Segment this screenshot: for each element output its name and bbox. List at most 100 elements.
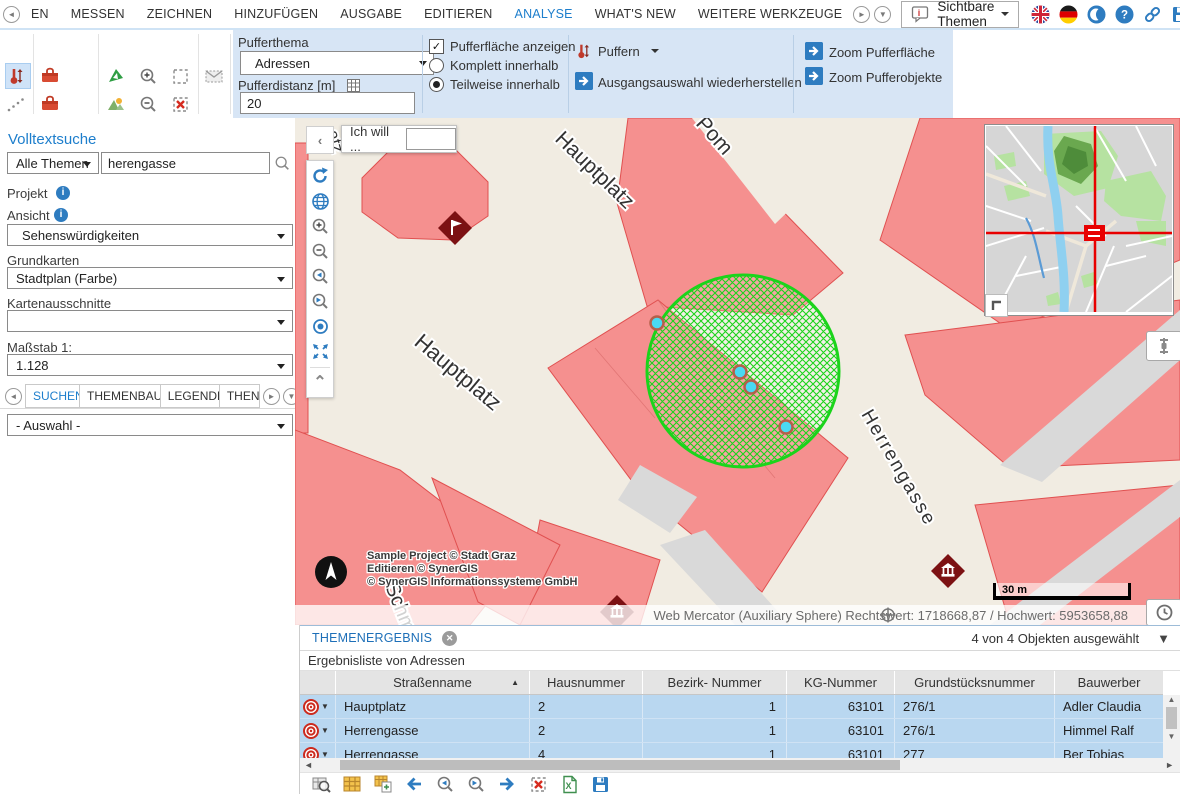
tab-themenergebnis-clipped[interactable]: THEN [219, 384, 260, 408]
ich-will-widget[interactable]: Ich will ... [341, 124, 457, 154]
ansicht-info-icon[interactable]: i [54, 208, 68, 222]
zoom-out-icon[interactable] [309, 240, 331, 262]
tab-themenbaum[interactable]: THEMENBAUM [80, 384, 161, 408]
previous-record-icon[interactable] [403, 774, 425, 794]
zoom-buffer-area-icon[interactable] [805, 42, 823, 60]
pufferflaeche-checkbox[interactable]: ✓ [429, 39, 444, 54]
pufferthema-select[interactable]: Adressen [240, 51, 434, 75]
scroll-down-icon[interactable]: ▼ [1167, 732, 1176, 741]
extent-rectangle[interactable] [1084, 225, 1105, 241]
massstab-select[interactable]: 1.128 [7, 354, 293, 376]
language-german-icon[interactable] [1059, 5, 1078, 24]
area-select-icon[interactable] [104, 64, 128, 88]
zoom-next-record-icon[interactable] [465, 774, 487, 794]
menu-item-whats-new[interactable]: WHAT'S NEW [594, 7, 676, 21]
next-record-icon[interactable] [496, 774, 518, 794]
menu-item-messen[interactable]: MESSEN [70, 7, 125, 21]
poi-tool-icon[interactable] [104, 92, 128, 116]
zoom-previous-record-icon[interactable] [434, 774, 456, 794]
tabs-scroll-right-icon[interactable]: ► [263, 387, 280, 405]
menu-item-ausgabe[interactable]: AUSGABE [340, 7, 403, 21]
send-selection-icon[interactable] [202, 64, 226, 88]
history-clock-icon[interactable] [1146, 599, 1180, 625]
map-canvas[interactable]: Hauptplatz Pom Hauptplatz Herrengasse Sc… [295, 118, 1180, 625]
search-icon[interactable] [274, 155, 291, 177]
export-excel-icon[interactable]: X [558, 774, 580, 794]
collapse-sidebar-icon[interactable]: ‹ [306, 126, 334, 154]
tab-legende[interactable]: LEGENDE [160, 384, 220, 408]
previous-extent-icon[interactable] [309, 265, 331, 287]
pufferdistanz-input[interactable] [240, 92, 415, 114]
volltextsuche-title[interactable]: Volltextsuche [8, 131, 97, 148]
menu-item-analyse[interactable]: ANALYSE [503, 7, 584, 23]
menu-item-hinzufuegen[interactable]: HINZUFÜGEN [234, 7, 319, 21]
distance-table-icon[interactable] [347, 79, 360, 95]
header-bezirk-nummer[interactable]: Bezirk- Nummer [643, 671, 787, 694]
row-menu-chevron-icon[interactable]: ▼ [321, 702, 329, 711]
menu-scroll-left-icon[interactable]: ◄ [3, 5, 20, 23]
show-table-icon[interactable] [341, 774, 363, 794]
help-icon[interactable]: ? [1115, 5, 1134, 24]
header-kg-nummer[interactable]: KG-Nummer [787, 671, 895, 694]
flag-marker-icon[interactable] [438, 211, 472, 245]
scroll-thumb[interactable] [340, 760, 900, 770]
toolbox2-icon[interactable] [38, 92, 62, 116]
header-grundstuecksnummer[interactable]: Grundstücksnummer [895, 671, 1055, 694]
row-menu-chevron-icon[interactable]: ▼ [321, 750, 329, 758]
zoom-buffer-area-button[interactable]: Zoom Pufferfläche [829, 45, 935, 60]
table-vertical-scrollbar[interactable]: ▲ ▼ [1163, 695, 1180, 758]
menu-item-en[interactable]: EN [31, 7, 49, 21]
save-results-icon[interactable] [589, 774, 611, 794]
fulltext-search-input[interactable] [101, 152, 270, 174]
clear-selection-icon[interactable] [168, 92, 192, 116]
zoom-to-record-icon[interactable] [303, 698, 319, 715]
restore-selection-icon[interactable] [575, 72, 593, 90]
globe-extent-icon[interactable] [309, 190, 331, 212]
menu-item-zeichnen[interactable]: ZEICHNEN [146, 7, 213, 21]
coordinate-crosshair-icon[interactable] [880, 607, 896, 625]
toolbox-icon[interactable] [38, 64, 62, 88]
komplett-radio[interactable] [429, 58, 444, 73]
scroll-thumb[interactable] [1166, 707, 1177, 729]
tab-suchen[interactable]: SUCHEN [25, 384, 80, 408]
teilweise-radio[interactable] [429, 77, 444, 92]
header-strassenname[interactable]: Straßenname ▲ [336, 671, 530, 694]
grundkarten-select[interactable]: Stadtplan (Farbe) [7, 267, 293, 289]
scroll-up-icon[interactable]: ▲ [1167, 695, 1176, 704]
zoom-in-tool-icon[interactable] [136, 64, 160, 88]
select-rectangle-icon[interactable] [168, 64, 192, 88]
table-copy-icon[interactable] [372, 774, 394, 794]
ich-will-input[interactable] [406, 128, 456, 150]
table-row[interactable]: ▼ Hauptplatz 2 1 63101 276/1 Adler Claud… [300, 695, 1163, 719]
auswahl-select[interactable]: - Auswahl - [7, 414, 293, 436]
menu-overflow-icon[interactable]: ▼ [874, 5, 892, 23]
theme-select[interactable]: Alle Themen [7, 152, 99, 174]
clear-result-selection-icon[interactable] [527, 774, 549, 794]
tab-themenergebnis[interactable]: THEMENERGEBNIS [312, 631, 433, 645]
table-row[interactable]: ▼ Herrengasse 2 1 63101 276/1 Himmel Ral… [300, 719, 1163, 743]
menu-scroll-right-icon[interactable]: ► [853, 5, 871, 23]
refresh-map-icon[interactable] [309, 165, 331, 187]
kartenausschnitte-select[interactable] [7, 310, 293, 332]
locate-icon[interactable] [309, 315, 331, 337]
menu-item-editieren[interactable]: EDITIEREN [424, 7, 493, 21]
zoom-in-icon[interactable] [309, 215, 331, 237]
tabs-scroll-left-icon[interactable]: ◄ [5, 387, 22, 405]
overview-pin-icon[interactable] [1146, 331, 1180, 361]
buffer-tool-icon[interactable] [5, 63, 31, 89]
projekt-info-icon[interactable]: i [56, 186, 70, 200]
header-bauwerber[interactable]: Bauwerber [1077, 675, 1141, 690]
zoom-to-record-icon[interactable] [303, 722, 319, 739]
measure-line-icon[interactable] [4, 92, 28, 116]
overview-map[interactable] [984, 124, 1174, 316]
restore-selection-button[interactable]: Ausgangsauswahl wiederherstellen [598, 75, 802, 90]
table-row[interactable]: ▼ Herrengasse 4 1 63101 277 Ber Tobias [300, 743, 1163, 758]
puffern-chevron-icon[interactable] [651, 49, 659, 53]
menu-item-weitere-werkzeuge[interactable]: WEITERE WERKZEUGE [697, 7, 843, 21]
row-menu-chevron-icon[interactable]: ▼ [321, 726, 329, 735]
next-extent-icon[interactable] [309, 290, 331, 312]
language-english-icon[interactable] [1031, 5, 1050, 24]
scroll-right-icon[interactable]: ► [1165, 760, 1174, 770]
zoom-to-record-icon[interactable] [303, 746, 319, 759]
header-hausnummer[interactable]: Hausnummer [530, 671, 643, 694]
